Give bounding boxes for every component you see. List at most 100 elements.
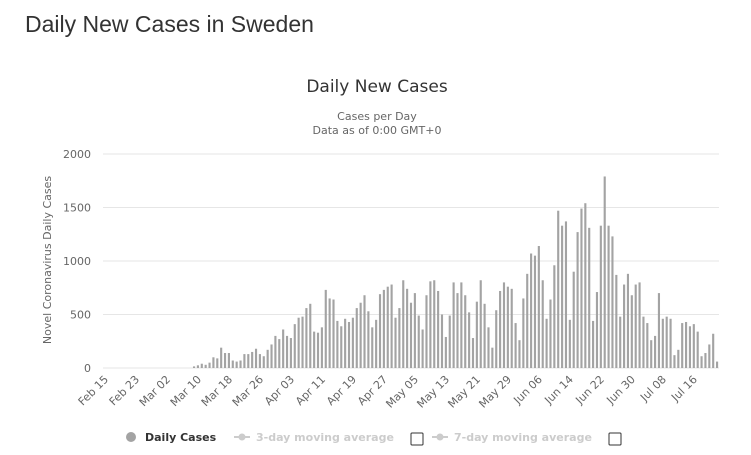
bar[interactable] (681, 323, 684, 368)
bar[interactable] (460, 282, 463, 368)
bar[interactable] (448, 315, 451, 368)
bar[interactable] (549, 299, 552, 368)
bar[interactable] (258, 354, 261, 368)
bar[interactable] (692, 324, 695, 368)
bar[interactable] (220, 347, 223, 368)
bar[interactable] (316, 332, 320, 368)
bar[interactable] (495, 310, 498, 368)
bar[interactable] (344, 318, 347, 368)
bar[interactable] (196, 365, 199, 368)
bar[interactable] (413, 293, 416, 368)
bar[interactable] (572, 271, 575, 368)
bar[interactable] (580, 208, 583, 368)
bar[interactable] (243, 354, 246, 368)
bar[interactable] (499, 290, 502, 368)
bar[interactable] (289, 338, 292, 368)
bar[interactable] (584, 203, 587, 368)
bar[interactable] (313, 331, 316, 368)
bar[interactable] (545, 318, 548, 368)
bar[interactable] (483, 303, 486, 368)
bar[interactable] (251, 351, 254, 368)
bar[interactable] (634, 284, 637, 368)
bar[interactable] (336, 320, 339, 368)
bar[interactable] (464, 295, 467, 368)
bar[interactable] (305, 308, 308, 368)
bar[interactable] (700, 356, 703, 368)
bar[interactable] (324, 289, 327, 368)
bar[interactable] (390, 284, 393, 368)
bar[interactable] (712, 333, 715, 368)
bar[interactable] (491, 347, 494, 368)
bar[interactable] (518, 340, 521, 368)
bar[interactable] (654, 335, 657, 368)
bar[interactable] (301, 316, 304, 368)
bar[interactable] (270, 344, 273, 368)
bar[interactable] (320, 327, 323, 368)
bar[interactable] (429, 281, 432, 368)
bar[interactable] (262, 356, 265, 368)
bar[interactable] (417, 315, 420, 368)
bar[interactable] (355, 308, 358, 368)
bar[interactable] (437, 290, 440, 368)
bar[interactable] (285, 335, 289, 368)
bar[interactable] (452, 282, 455, 368)
bar[interactable] (340, 326, 343, 368)
bar[interactable] (235, 361, 238, 368)
legend-item-daily-cases[interactable]: Daily Cases (126, 431, 217, 444)
bar[interactable] (603, 176, 606, 368)
bar[interactable] (677, 349, 680, 368)
bar[interactable] (530, 253, 533, 368)
bar[interactable] (665, 316, 668, 368)
bar[interactable] (607, 225, 610, 368)
bar[interactable] (425, 295, 428, 368)
bar[interactable] (553, 265, 556, 368)
bar[interactable] (568, 319, 571, 368)
bar[interactable] (716, 361, 719, 368)
bar[interactable] (371, 327, 374, 368)
bar[interactable] (440, 314, 444, 369)
bar[interactable] (359, 302, 362, 368)
bar[interactable] (444, 336, 447, 368)
bar[interactable] (588, 227, 591, 368)
bar[interactable] (708, 344, 711, 368)
bar[interactable] (661, 318, 664, 368)
bar[interactable] (487, 327, 490, 368)
bar[interactable] (541, 280, 544, 368)
bar[interactable] (557, 210, 560, 368)
bar[interactable] (642, 316, 645, 368)
bar[interactable] (375, 319, 378, 368)
legend-item-7-day-moving-average[interactable]: 7-day moving average (432, 431, 592, 444)
bar[interactable] (282, 329, 285, 368)
bar[interactable] (619, 316, 622, 368)
bar[interactable] (592, 320, 595, 368)
bar[interactable] (382, 289, 385, 368)
bar[interactable] (409, 302, 413, 368)
bar[interactable] (626, 273, 630, 368)
bar[interactable] (394, 317, 397, 368)
bar[interactable] (254, 348, 258, 368)
bar[interactable] (638, 282, 641, 368)
bar[interactable] (456, 293, 459, 368)
bar[interactable] (688, 326, 692, 368)
bar[interactable] (696, 331, 699, 368)
bar[interactable] (533, 255, 537, 368)
bar[interactable] (398, 308, 401, 368)
bar[interactable] (599, 225, 602, 368)
bar[interactable] (208, 362, 211, 368)
bar[interactable] (274, 335, 277, 368)
bar[interactable] (685, 321, 688, 368)
bar[interactable] (421, 329, 424, 368)
legend-item-3-day-moving-average[interactable]: 3-day moving average (234, 431, 394, 444)
bar[interactable] (231, 360, 234, 368)
bar[interactable] (471, 338, 475, 368)
bar[interactable] (266, 349, 269, 368)
bar[interactable] (650, 340, 653, 368)
bar[interactable] (479, 280, 482, 368)
bar[interactable] (468, 312, 471, 368)
bar[interactable] (328, 298, 331, 368)
bar[interactable] (704, 353, 707, 368)
bar[interactable] (347, 321, 351, 368)
bar[interactable] (309, 303, 312, 368)
bar[interactable] (564, 221, 568, 368)
bar[interactable] (378, 294, 382, 368)
